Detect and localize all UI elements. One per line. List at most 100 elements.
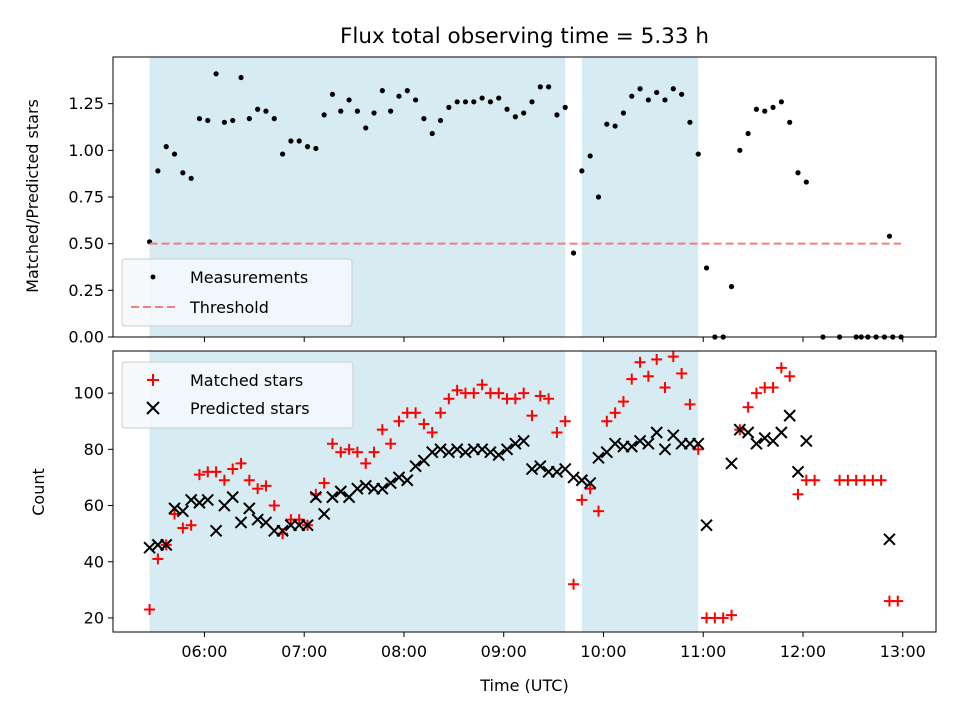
measurements-point (188, 175, 194, 181)
bottom-ytick-label: 20 (84, 608, 104, 627)
predicted-stars-point (800, 434, 813, 448)
predicted-stars-point (650, 426, 663, 439)
measurements-point (654, 89, 660, 96)
matched-stars-point (360, 457, 372, 469)
predicted-stars-point (384, 476, 397, 490)
top-axes-frame (112, 56, 937, 338)
predicted-stars-point (143, 541, 156, 554)
matched-stars-point (775, 362, 787, 374)
predicted-stars-point (317, 507, 331, 521)
measurements-point (288, 138, 294, 144)
bottom-ytick-label: 60 (84, 496, 104, 515)
legend-measurements-marker (150, 274, 156, 280)
measurements-point (645, 97, 651, 103)
predicted-stars-point (700, 519, 713, 532)
measurements-point (379, 88, 385, 94)
matched-stars-point (684, 398, 696, 410)
measurements-point (662, 97, 668, 103)
predicted-stars-point (741, 426, 755, 439)
matched-stars-point (584, 483, 596, 495)
measurements-point (604, 121, 610, 127)
bottom-xtick-label: 08:00 (381, 642, 427, 661)
matched-stars-point (443, 393, 455, 405)
measurements-point (886, 233, 893, 239)
measurements-point (595, 194, 602, 200)
matched-stars-point (343, 443, 355, 455)
matched-stars-point (227, 463, 239, 475)
measurements-point (587, 153, 593, 159)
predicted-stars-point (484, 445, 497, 459)
predicted-stars-point (633, 434, 647, 448)
measurements-point (437, 117, 444, 124)
measurements-point (579, 168, 585, 174)
matched-stars-point (476, 379, 488, 391)
matched-stars-point (634, 356, 646, 368)
matched-stars-point (725, 609, 737, 621)
matched-stars-point (518, 387, 530, 399)
matched-stars-point (152, 553, 164, 565)
legend-measurements-label: Measurements (190, 268, 308, 287)
matched-stars-point (144, 604, 156, 616)
top-ytick-label: 0.75 (68, 188, 104, 207)
predicted-stars-point (359, 479, 372, 493)
matched-stars-point (368, 446, 380, 458)
predicted-stars-point (159, 538, 173, 552)
matched-stars-point (385, 438, 397, 450)
predicted-stars-point (725, 457, 738, 470)
top-shaded-interval-1 (581, 57, 699, 337)
matched-stars-point (676, 367, 688, 379)
matched-stars-point (235, 457, 247, 469)
measurements-point (471, 99, 477, 105)
legend-matched-label: Matched stars (190, 371, 303, 390)
predicted-stars-point (583, 476, 597, 490)
matched-stars-point (792, 488, 804, 500)
matched-stars-point (551, 426, 563, 438)
measurements-point (753, 106, 760, 112)
matched-stars-point (568, 578, 580, 590)
top-panel: Flux total observing time = 5.33 h Match… (23, 24, 937, 347)
predicted-stars-point (176, 504, 190, 518)
measurements-point (762, 108, 768, 114)
measurements-point (155, 168, 161, 174)
measurements-point (496, 95, 502, 101)
predicted-stars-point (226, 490, 239, 504)
matched-stars-point (617, 396, 629, 408)
matched-stars-point (784, 370, 796, 382)
matched-stars-point (526, 410, 538, 422)
bottom-series-layer (143, 351, 904, 624)
matched-stars-point (376, 424, 388, 436)
measurements-point (354, 108, 361, 114)
matched-stars-point (667, 351, 679, 363)
measurements-point (637, 86, 643, 92)
measurements-point (554, 112, 560, 118)
predicted-stars-point (409, 460, 422, 473)
predicted-stars-point (625, 440, 638, 453)
matched-stars-point (493, 387, 505, 399)
matched-stars-point (410, 407, 422, 419)
predicted-stars-point (525, 462, 539, 476)
bottom-ytick-label: 80 (84, 440, 104, 459)
bottom-xtick-label: 09:00 (481, 642, 527, 661)
measurements-point (487, 99, 494, 105)
measurements-point (396, 93, 402, 99)
predicted-stars-point (550, 465, 564, 479)
matched-stars-point (767, 382, 779, 394)
measurements-point (687, 119, 693, 125)
matched-stars-point (468, 387, 480, 399)
top-ytick-label: 0.25 (68, 281, 104, 300)
bottom-x-ticks: 06:00 07:00 08:00 09:00 10:00 11:00 12:00 13:00 (181, 632, 926, 661)
matched-stars-point (609, 407, 621, 419)
measurements-point (196, 116, 203, 122)
measurements-point (388, 108, 394, 114)
measurements-point (313, 145, 319, 152)
measurements-point (296, 138, 302, 144)
matched-stars-point (252, 483, 264, 495)
measurements-point (421, 116, 427, 122)
bottom-xtick-label: 06:00 (181, 642, 227, 661)
predicted-stars-point (500, 443, 514, 456)
predicted-stars-point (692, 437, 705, 450)
matched-stars-point (210, 466, 222, 478)
measurements-point (412, 97, 419, 103)
matched-stars-point (626, 373, 638, 385)
